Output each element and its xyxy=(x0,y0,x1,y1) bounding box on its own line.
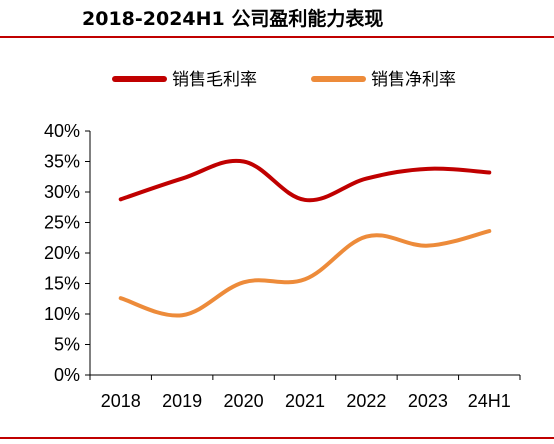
x-tick-label: 2018 xyxy=(101,391,141,411)
x-tick-label: 2022 xyxy=(346,391,386,411)
legend-label: 销售毛利率 xyxy=(172,70,257,90)
series-lines xyxy=(118,158,492,318)
x-tick-label: 2023 xyxy=(408,391,448,411)
y-tick-label: 0% xyxy=(54,365,80,385)
x-tick-label: 2020 xyxy=(224,391,264,411)
legend-label: 销售净利率 xyxy=(371,70,456,90)
y-tick-label: 5% xyxy=(54,335,80,355)
y-tick-label: 35% xyxy=(44,152,80,172)
title-underline xyxy=(0,36,554,38)
series-line-1 xyxy=(118,158,492,203)
y-tick-label: 40% xyxy=(44,121,80,141)
chart-title: 2018-2024H1 公司盈利能力表现 xyxy=(82,8,384,30)
legend: 销售毛利率 销售净利率 xyxy=(112,70,456,90)
y-tick-label: 10% xyxy=(44,304,80,324)
x-tick-label: 24H1 xyxy=(468,391,511,411)
series-line-2 xyxy=(118,229,492,318)
y-tick-label: 25% xyxy=(44,213,80,233)
y-tick-label: 20% xyxy=(44,243,80,263)
y-tick-label: 15% xyxy=(44,274,80,294)
y-tick-label: 30% xyxy=(44,182,80,202)
footer-rule xyxy=(0,437,554,439)
x-tick-label: 2021 xyxy=(285,391,325,411)
x-tick-label: 2019 xyxy=(162,391,202,411)
axes: 0% 5% 10% 15% 20% 25% 30% 35% 40% 2018 2019 2020 202… xyxy=(44,121,521,411)
